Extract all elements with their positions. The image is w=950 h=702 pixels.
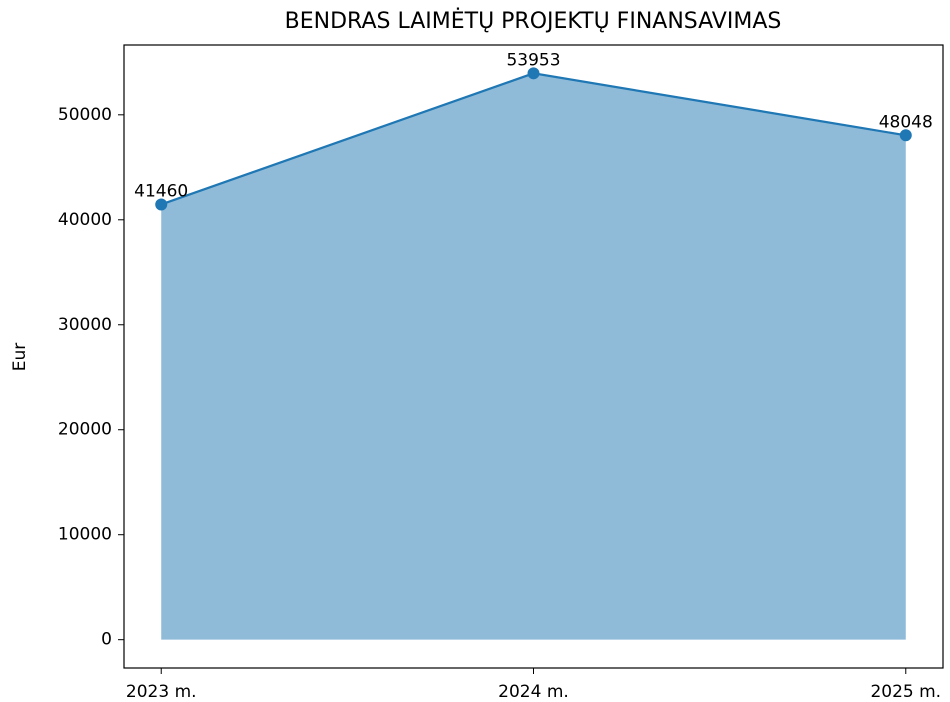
chart-title: BENDRAS LAIMĖTŲ PROJEKTŲ FINANSAVIMAS (285, 8, 782, 34)
x-tick-label: 2024 m. (498, 682, 569, 702)
y-tick-label: 40000 (58, 210, 112, 230)
y-tick-label: 20000 (58, 420, 112, 440)
area (161, 73, 906, 640)
y-tick-label: 0 (101, 630, 112, 650)
y-tick-label: 10000 (58, 525, 112, 545)
point (899, 129, 912, 142)
data-label: 41460 (134, 181, 188, 201)
point (155, 198, 168, 211)
data-label: 48048 (879, 112, 933, 132)
x-tick-label: 2023 m. (126, 682, 197, 702)
y-axis-label: Eur (10, 343, 30, 372)
y-tick-label: 30000 (58, 315, 112, 335)
y-tick-label: 50000 (58, 105, 112, 125)
data-label: 53953 (506, 50, 560, 70)
point (527, 67, 540, 80)
x-tick-label: 2025 m. (870, 682, 941, 702)
